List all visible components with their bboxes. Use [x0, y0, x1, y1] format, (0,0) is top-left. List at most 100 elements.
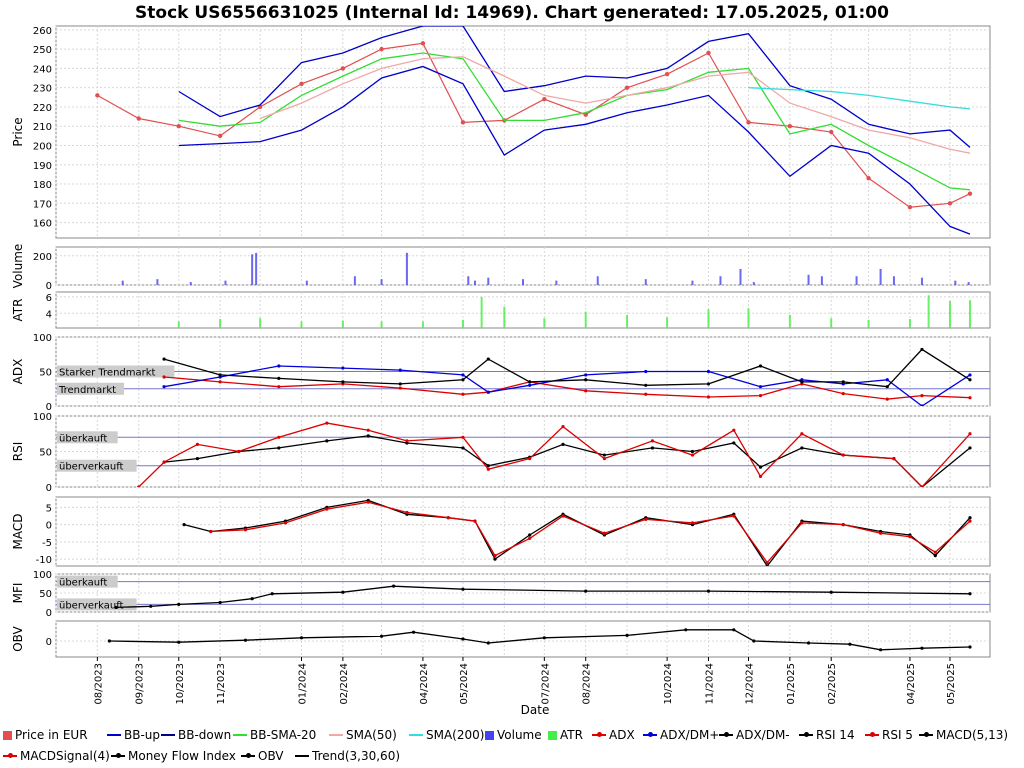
macd-5-13-point [933, 554, 937, 558]
legend-label: RSI 5 [882, 728, 913, 742]
volume-plot-area [121, 252, 970, 285]
x-tick-label: 02/2024 [339, 663, 350, 705]
macdsignal-4-point [841, 523, 845, 527]
adx-point [758, 394, 763, 398]
annotation-label: überkauft [59, 433, 107, 444]
volume-bar [121, 280, 124, 285]
obv-frame [55, 620, 991, 658]
obv-axis-label: OBV [11, 625, 25, 651]
money-flow-index-point [461, 587, 465, 591]
annotation-box [57, 365, 175, 378]
x-tick-label: 05/2025 [946, 663, 957, 705]
adx-dm-point [644, 369, 648, 374]
x-tick-label: 02/2025 [827, 663, 838, 705]
volume-bar [739, 268, 742, 285]
y-tick-label: 220 [33, 103, 52, 114]
legend-swatch [592, 732, 606, 737]
date-axis: 08/2023 09/2023 10/2023 11/2023 01/2024 02/20… [93, 657, 957, 705]
obv-point [684, 628, 688, 632]
y-tick-label: 50 [39, 589, 52, 600]
atr-bar [543, 318, 546, 328]
obv-point [486, 641, 490, 645]
legend-label: Money Flow Index [128, 749, 236, 763]
rsi-5-point [137, 485, 141, 487]
legend-item-obv: OBV [241, 746, 284, 766]
rsi-plot-area [137, 421, 972, 487]
adx-dm-point [920, 347, 924, 352]
macd-5-13-point [493, 557, 497, 561]
macd-axis-label: MACD [11, 514, 25, 550]
rsi-5-line [138, 422, 971, 487]
obv-point [848, 642, 852, 646]
money-flow-index-point [584, 589, 588, 593]
money-flow-index-point [114, 605, 118, 610]
price-in-eur-point [967, 191, 973, 196]
rsi-5-point [690, 453, 695, 457]
volume-bar [596, 276, 599, 285]
y-tick-label: 0 [46, 637, 52, 648]
macdsignal-4-point [405, 510, 409, 515]
adx-dm-point [800, 380, 804, 384]
x-tick-label: 11/2024 [704, 663, 715, 705]
price-in-eur-point [136, 116, 141, 121]
x-tick-label: 12/2024 [744, 663, 755, 705]
macdsignal-4-point [209, 529, 213, 534]
adx-dm-point [277, 364, 281, 368]
threshold-annotation: überkauft [57, 431, 118, 444]
legend-swatch [485, 730, 494, 740]
adx-point [461, 392, 465, 396]
price-in-eur-point [420, 41, 426, 46]
money-flow-index-point [706, 589, 711, 593]
annotation-label: Starker Trendmarkt [59, 368, 156, 379]
y-tick-label: 200 [33, 141, 52, 152]
legend-item-macd-5-13: MACD(5,13) [919, 725, 1008, 745]
rsi-5-point [237, 449, 241, 454]
atr-bar [503, 306, 506, 328]
price-in-eur-point [379, 46, 384, 52]
atr-bar [177, 321, 180, 328]
y-tick-label: 50 [39, 368, 52, 379]
adx-dm-point [162, 357, 166, 361]
y-tick-label: 0 [46, 521, 52, 532]
price-plot-area [95, 26, 973, 235]
atr-bar [968, 300, 971, 328]
volume-bar [719, 276, 722, 285]
rsi-5-point [602, 457, 606, 461]
rsi-5-point [732, 428, 736, 432]
macdsignal-4-point [732, 514, 736, 518]
adx-dm-point [584, 378, 588, 382]
legend-swatch [233, 734, 247, 736]
price-frame [55, 25, 991, 239]
macdsignal-4-point [800, 521, 804, 525]
atr-bar [927, 295, 930, 328]
annotation-label: überverkauft [59, 462, 124, 473]
y-tick-label: 4 [46, 309, 52, 320]
annotation-box [57, 575, 118, 588]
atr-axis-label: ATR [11, 299, 25, 322]
legend-label: ADX/DM+ [660, 728, 720, 742]
price-in-eur-point [340, 66, 346, 71]
volume-bar [855, 276, 858, 285]
price-in-eur-point [829, 129, 834, 135]
legend-item-adx-dm: ADX/DM- [719, 725, 790, 745]
legend-label: SMA(200) [426, 728, 485, 742]
adx-dm-point [706, 369, 711, 374]
macd-5-13-point [765, 564, 769, 566]
macdsignal-4-point [493, 554, 497, 558]
legend-item-atr: ATR [548, 725, 583, 745]
legend-swatch [548, 730, 557, 740]
rsi-5-point [841, 453, 845, 457]
adx-dm-point [162, 385, 166, 389]
macd-plot-area [182, 498, 972, 566]
legend-item-rsi-5: RSI 5 [865, 725, 913, 745]
rsi-5-point [195, 442, 200, 446]
bb-up-line [178, 26, 971, 148]
atr-panel: 4 6 ATR [11, 291, 991, 329]
chart-panels: 160 170 180 190 200 210 220 230 240 250 260 Price 0 2… [11, 25, 991, 658]
legend-label: OBV [258, 749, 284, 763]
rsi-frame [55, 415, 991, 488]
atr-bar [461, 319, 464, 328]
adx-dm-point [528, 380, 532, 384]
adx-dm-point [885, 378, 889, 382]
money-flow-index-point [270, 592, 274, 596]
